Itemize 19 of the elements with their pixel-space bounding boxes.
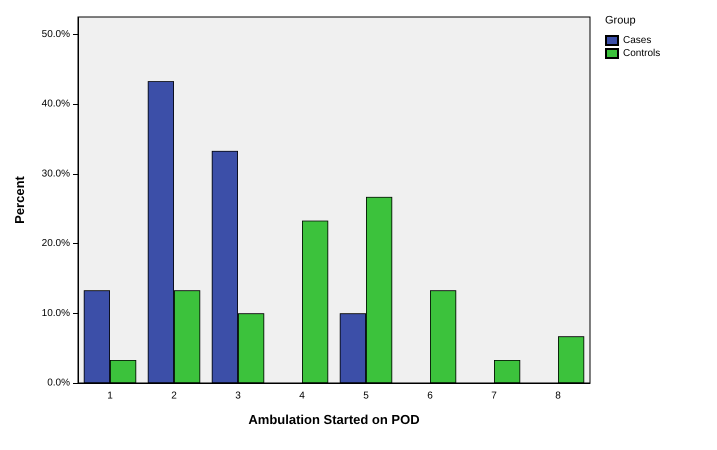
legend-label: Controls bbox=[623, 48, 660, 59]
y-tick-label: 20.0% bbox=[42, 238, 70, 250]
y-tick-label: 40.0% bbox=[42, 98, 70, 110]
x-tick-label: 6 bbox=[427, 390, 434, 402]
y-tick-label: 50.0% bbox=[42, 28, 70, 40]
y-axis-title: Percent bbox=[12, 175, 27, 224]
y-tick-label: 0.0% bbox=[47, 378, 70, 388]
y-tick-label: 10.0% bbox=[42, 308, 70, 319]
legend-title: Group bbox=[605, 14, 636, 26]
x-axis-title: Ambulation Started on POD bbox=[248, 412, 420, 427]
x-tick-label: 5 bbox=[363, 390, 370, 402]
legend-label: Cases bbox=[623, 35, 652, 46]
y-tick-label: 30.0% bbox=[42, 168, 70, 180]
x-tick-label: 3 bbox=[235, 390, 242, 402]
x-tick-label: 8 bbox=[555, 390, 562, 402]
x-tick-label: 1 bbox=[107, 390, 114, 402]
x-tick-label: 2 bbox=[171, 390, 178, 402]
x-tick-label: 4 bbox=[299, 390, 306, 402]
x-tick-label: 7 bbox=[491, 390, 498, 402]
